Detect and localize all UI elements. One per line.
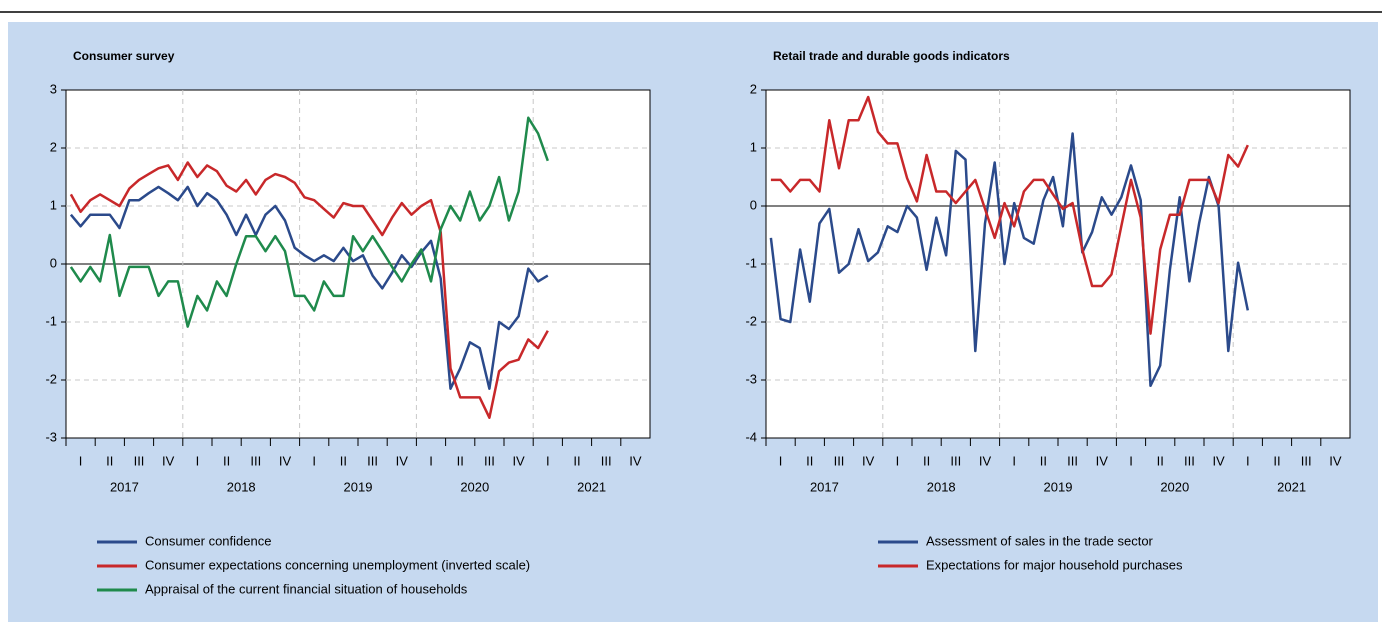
x-year-label: 2021 xyxy=(577,479,606,494)
y-tick-label: 0 xyxy=(50,255,57,270)
y-tick-label: -3 xyxy=(45,429,57,444)
x-tick-label: I xyxy=(896,453,900,468)
x-tick-label: II xyxy=(457,453,464,468)
x-tick-label: I xyxy=(1129,453,1133,468)
x-year-label: 2017 xyxy=(110,479,139,494)
x-tick-label: III xyxy=(834,453,845,468)
x-year-label: 2019 xyxy=(344,479,373,494)
x-tick-label: IV xyxy=(1212,453,1225,468)
x-year-label: 2017 xyxy=(810,479,839,494)
legend-label: Consumer confidence xyxy=(145,533,271,548)
series-line xyxy=(770,95,1249,335)
x-tick-label: III xyxy=(950,453,961,468)
x-tick-label: II xyxy=(573,453,580,468)
x-year-label: 2019 xyxy=(1044,479,1073,494)
y-tick-label: 1 xyxy=(750,139,757,154)
x-tick-label: IV xyxy=(162,453,175,468)
y-tick-label: -3 xyxy=(745,371,757,386)
x-tick-label: IV xyxy=(979,453,992,468)
x-tick-label: I xyxy=(1012,453,1016,468)
y-tick-label: 1 xyxy=(50,197,57,212)
y-tick-label: 2 xyxy=(50,139,57,154)
x-tick-label: III xyxy=(601,453,612,468)
legend-label: Expectations for major household purchas… xyxy=(926,557,1183,572)
y-tick-label: -1 xyxy=(45,313,57,328)
series-line xyxy=(769,132,1250,388)
x-tick-label: IV xyxy=(396,453,409,468)
x-tick-label: II xyxy=(1157,453,1164,468)
x-tick-label: IV xyxy=(1329,453,1342,468)
x-tick-label: III xyxy=(484,453,495,468)
x-tick-label: IV xyxy=(862,453,875,468)
y-tick-label: -4 xyxy=(745,429,757,444)
legend-label: Appraisal of the current financial situa… xyxy=(145,581,468,596)
y-tick-label: -2 xyxy=(45,371,57,386)
x-tick-label: I xyxy=(79,453,83,468)
y-tick-label: 2 xyxy=(750,81,757,96)
x-tick-label: III xyxy=(367,453,378,468)
x-tick-label: IV xyxy=(279,453,292,468)
series-line xyxy=(69,185,549,390)
chart-title: Retail trade and durable goods indicator… xyxy=(773,49,1010,63)
legend-label: Assessment of sales in the trade sector xyxy=(926,533,1154,548)
legend-label: Consumer expectations concerning unemplo… xyxy=(145,557,530,572)
x-tick-label: IV xyxy=(512,453,525,468)
chart-title: Consumer survey xyxy=(73,49,175,63)
x-tick-label: I xyxy=(1246,453,1250,468)
x-year-label: 2018 xyxy=(227,479,256,494)
y-tick-label: -1 xyxy=(745,255,757,270)
x-tick-label: II xyxy=(106,453,113,468)
x-tick-label: I xyxy=(312,453,316,468)
x-year-label: 2020 xyxy=(460,479,489,494)
x-tick-label: II xyxy=(923,453,930,468)
x-tick-label: II xyxy=(1273,453,1280,468)
y-tick-label: 0 xyxy=(750,197,757,212)
x-tick-label: I xyxy=(429,453,433,468)
x-year-label: 2020 xyxy=(1160,479,1189,494)
x-tick-label: I xyxy=(546,453,550,468)
x-tick-label: IV xyxy=(629,453,642,468)
series-line xyxy=(69,116,549,328)
x-tick-label: I xyxy=(196,453,200,468)
x-tick-label: III xyxy=(1301,453,1312,468)
x-tick-label: I xyxy=(779,453,783,468)
x-tick-label: II xyxy=(806,453,813,468)
x-tick-label: III xyxy=(134,453,145,468)
x-year-label: 2018 xyxy=(927,479,956,494)
x-tick-label: II xyxy=(1040,453,1047,468)
y-tick-label: 3 xyxy=(50,81,57,96)
x-tick-label: III xyxy=(250,453,261,468)
series-line xyxy=(69,161,549,419)
x-tick-label: II xyxy=(223,453,230,468)
x-tick-label: III xyxy=(1184,453,1195,468)
y-tick-label: -2 xyxy=(745,313,757,328)
x-tick-label: II xyxy=(340,453,347,468)
x-tick-label: IV xyxy=(1096,453,1109,468)
x-tick-label: III xyxy=(1067,453,1078,468)
x-year-label: 2021 xyxy=(1277,479,1306,494)
